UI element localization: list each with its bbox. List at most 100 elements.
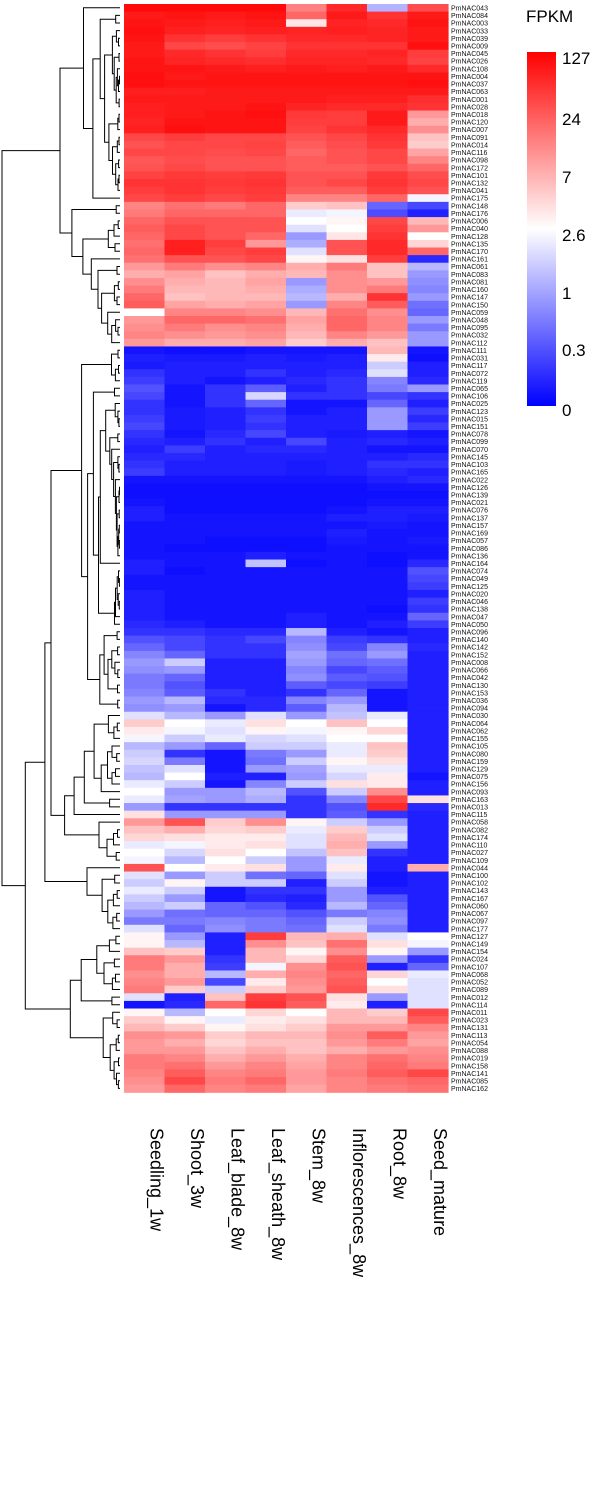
heatmap-cell <box>124 140 166 150</box>
heatmap-cell <box>205 947 247 956</box>
heatmap-cell <box>407 80 449 89</box>
heatmap-cell <box>245 498 287 507</box>
heatmap-cell <box>407 354 449 363</box>
heatmap-cell <box>205 734 247 743</box>
heatmap-cell <box>124 544 166 553</box>
heatmap-cell <box>245 780 287 789</box>
heatmap-cell <box>245 217 287 226</box>
heatmap-cell <box>286 384 328 393</box>
gene-label: PmNAC046 <box>451 599 488 606</box>
heatmap-cell <box>286 803 328 812</box>
gene-label: PmNAC074 <box>451 569 488 576</box>
heatmap-cell <box>407 369 449 378</box>
dendrogram-branch <box>114 387 120 397</box>
heatmap-cell <box>326 742 368 751</box>
heatmap-cell <box>286 369 328 378</box>
heatmap-cell <box>286 970 328 979</box>
heatmap-cell <box>326 64 368 74</box>
gene-label: PmNAC105 <box>451 744 488 751</box>
heatmap-cell <box>124 133 166 142</box>
heatmap-cell <box>164 217 206 226</box>
gene-label: PmNAC132 <box>451 181 488 188</box>
gene-labels: PmNAC043PmNAC084PmNAC003PmNAC033PmNAC039… <box>451 5 488 1093</box>
heatmap-cell <box>326 681 368 690</box>
gene-label: PmNAC177 <box>451 926 488 933</box>
heatmap-cells <box>124 4 449 1093</box>
heatmap-cell <box>326 239 368 249</box>
heatmap-cell <box>164 955 206 964</box>
heatmap-cell <box>286 460 328 469</box>
heatmap-cell <box>286 696 328 705</box>
heatmap-cell <box>407 757 449 766</box>
dendrogram-branch <box>112 146 118 175</box>
heatmap-cell <box>245 468 287 477</box>
dendrogram-branch <box>116 296 120 306</box>
gene-label: PmNAC084 <box>451 13 488 20</box>
heatmap-cell <box>124 658 166 667</box>
heatmap-cell <box>326 1061 368 1070</box>
heatmap-cell <box>124 643 166 652</box>
heatmap-cell <box>164 491 206 500</box>
heatmap-cell <box>407 392 449 401</box>
dendrogram-branch <box>116 1019 120 1028</box>
heatmap-cell <box>164 430 206 439</box>
heatmap-cell <box>407 567 449 576</box>
dendrogram-branch <box>113 833 120 846</box>
heatmap-cell <box>286 194 328 203</box>
heatmap-cell <box>164 414 206 424</box>
heatmap-cell <box>407 681 449 690</box>
heatmap-cell <box>286 217 328 226</box>
heatmap-cell <box>205 201 247 211</box>
heatmap-cell <box>205 64 247 74</box>
heatmap-cell <box>407 224 449 233</box>
heatmap-cell <box>124 1069 166 1078</box>
heatmap-cell <box>245 681 287 690</box>
heatmap-cell <box>367 932 409 941</box>
heatmap-cell <box>205 87 247 96</box>
heatmap-cell <box>164 688 206 698</box>
heatmap-cell <box>205 118 247 127</box>
heatmap-cell <box>326 901 368 911</box>
heatmap-cell <box>164 384 206 393</box>
heatmap-cell <box>286 506 328 515</box>
gene-label: PmNAC030 <box>451 713 488 720</box>
heatmap-cell <box>326 559 368 568</box>
heatmap-cell <box>407 460 449 469</box>
heatmap-cell <box>286 19 328 28</box>
gene-label: PmNAC020 <box>451 591 488 598</box>
heatmap-cell <box>245 825 287 835</box>
heatmap-cell <box>245 171 287 180</box>
heatmap-cell <box>164 247 206 256</box>
dendrogram-branch <box>113 958 120 968</box>
heatmap-cell <box>407 277 449 287</box>
dendrogram-branch <box>117 1080 120 1089</box>
heatmap-cell <box>286 978 328 987</box>
heatmap-cell <box>205 696 247 705</box>
gene-label: PmNAC157 <box>451 523 488 530</box>
heatmap-cell <box>205 711 247 720</box>
heatmap-cell <box>164 201 206 211</box>
gene-label: PmNAC129 <box>451 766 488 773</box>
heatmap-cell <box>245 719 287 728</box>
heatmap-cell <box>205 34 247 43</box>
gene-label: PmNAC048 <box>451 317 488 324</box>
heatmap-cell <box>407 140 449 150</box>
heatmap-cell <box>367 688 409 698</box>
heatmap-cell <box>286 414 328 424</box>
heatmap-cell <box>205 795 247 804</box>
heatmap-cell <box>164 597 206 606</box>
gene-label: PmNAC052 <box>451 980 488 987</box>
heatmap-cell <box>286 163 328 173</box>
heatmap-cell <box>367 772 409 781</box>
heatmap-cell <box>245 194 287 203</box>
heatmap-cell <box>124 338 166 348</box>
heatmap-cell <box>367 247 409 256</box>
heatmap-cell <box>326 354 368 363</box>
heatmap-cell <box>205 376 247 386</box>
gene-label: PmNAC044 <box>451 865 488 872</box>
heatmap-cell <box>407 255 449 264</box>
heatmap-cell <box>164 551 206 561</box>
gene-label: PmNAC126 <box>451 485 488 492</box>
heatmap-cell <box>245 316 287 325</box>
gene-label: PmNAC050 <box>451 622 488 629</box>
